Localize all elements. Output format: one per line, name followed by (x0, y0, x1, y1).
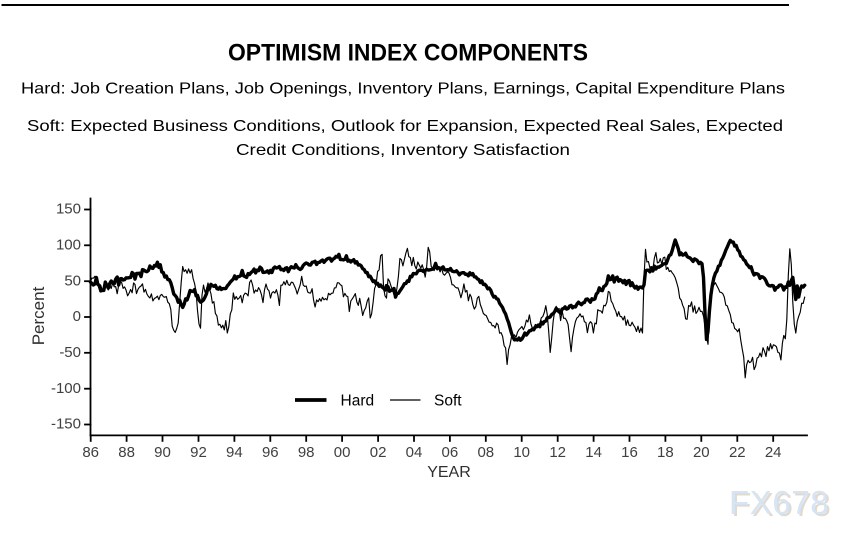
svg-text:Percent: Percent (29, 286, 48, 345)
svg-text:24: 24 (765, 444, 782, 461)
svg-text:Soft: Soft (434, 392, 462, 409)
svg-text:YEAR: YEAR (427, 464, 471, 481)
svg-text:08: 08 (477, 444, 494, 461)
svg-text:96: 96 (262, 444, 279, 461)
svg-text:-100: -100 (51, 380, 81, 397)
svg-text:98: 98 (298, 444, 315, 461)
svg-text:-50: -50 (59, 344, 81, 361)
svg-text:04: 04 (406, 444, 423, 461)
svg-text:92: 92 (190, 444, 207, 461)
svg-text:16: 16 (621, 444, 638, 461)
svg-text:150: 150 (56, 201, 81, 218)
svg-text:06: 06 (442, 444, 459, 461)
svg-text:88: 88 (118, 444, 135, 461)
svg-text:18: 18 (657, 444, 674, 461)
svg-text:20: 20 (693, 444, 710, 461)
svg-text:FX678: FX678 (731, 486, 831, 523)
svg-text:02: 02 (370, 444, 387, 461)
svg-text:90: 90 (154, 444, 171, 461)
svg-text:00: 00 (334, 444, 351, 461)
svg-text:100: 100 (56, 237, 81, 254)
svg-text:86: 86 (82, 444, 99, 461)
svg-text:OPTIMISM INDEX COMPONENTS: OPTIMISM INDEX COMPONENTS (228, 40, 588, 67)
svg-text:Credit Conditions, Inventory S: Credit Conditions, Inventory Satisfactio… (236, 142, 570, 159)
svg-text:FX678: FX678 (729, 484, 829, 521)
svg-text:22: 22 (729, 444, 746, 461)
svg-text:10: 10 (513, 444, 530, 461)
svg-text:14: 14 (585, 444, 602, 461)
svg-text:-150: -150 (51, 416, 81, 433)
svg-text:12: 12 (549, 444, 566, 461)
svg-text:Soft: Expected Business Condit: Soft: Expected Business Conditions, Outl… (27, 118, 783, 135)
svg-text:94: 94 (226, 444, 243, 461)
svg-text:50: 50 (64, 272, 81, 289)
svg-text:Hard: Job Creation Plans, Job: Hard: Job Creation Plans, Job Openings, … (21, 81, 785, 98)
svg-text:Hard: Hard (341, 392, 375, 409)
svg-text:0: 0 (73, 308, 81, 325)
